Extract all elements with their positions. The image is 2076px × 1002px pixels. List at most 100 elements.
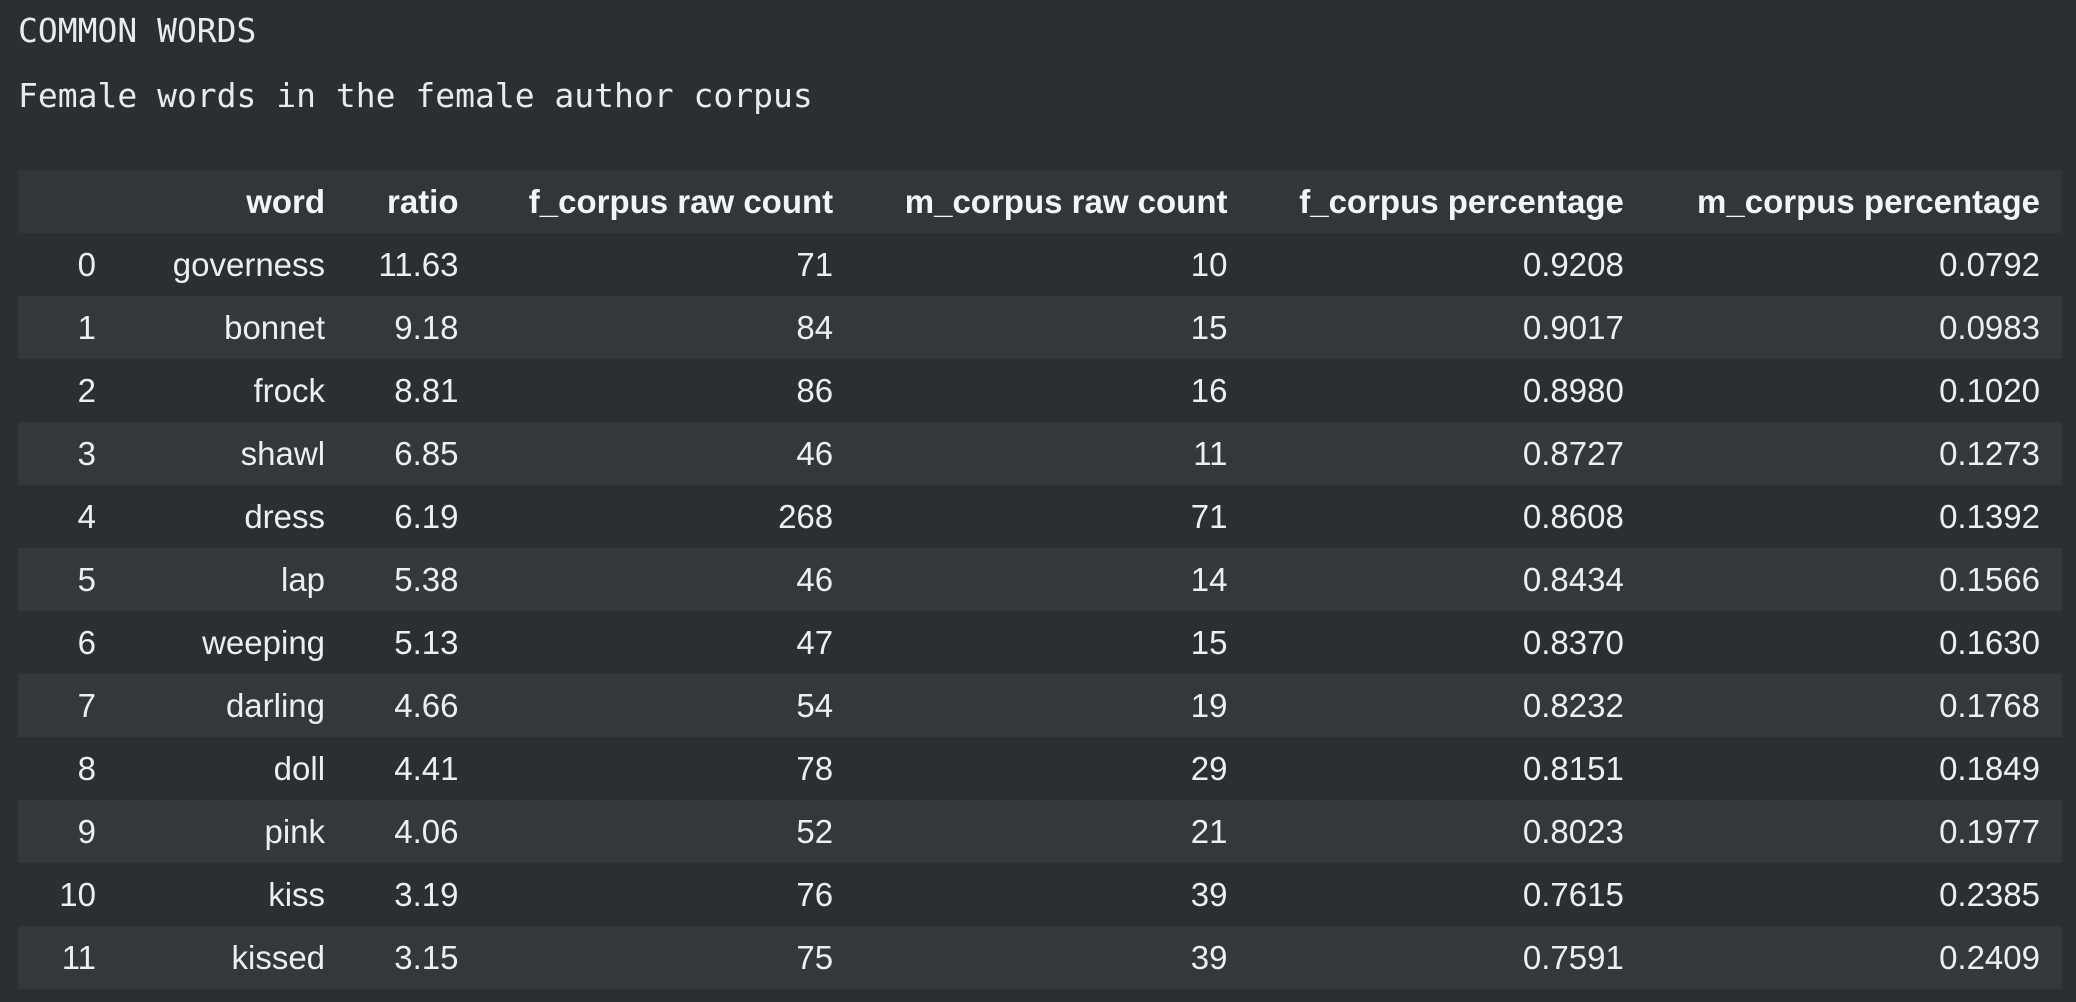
f-raw-count-cell: 46 xyxy=(796,560,834,598)
ratio-cell: 4.41 xyxy=(394,749,459,787)
f-raw-count-cell: 84 xyxy=(796,308,834,346)
ratio-cell: 6.19 xyxy=(394,497,459,535)
row-index: 5 xyxy=(77,560,96,598)
m-raw-count-cell: 16 xyxy=(1190,371,1228,409)
ratio-cell: 5.38 xyxy=(394,560,459,598)
ratio-cell: 9.18 xyxy=(394,308,459,346)
row-index: 2 xyxy=(77,371,96,409)
m-percentage-cell: 0.2409 xyxy=(1939,938,2040,976)
f-percentage-cell: 0.9208 xyxy=(1522,245,1624,283)
f-percentage-cell: 0.8232 xyxy=(1522,686,1624,724)
m-raw-count-cell: 14 xyxy=(1190,560,1228,598)
column-header-f-percentage: f_corpus percentage xyxy=(1299,182,1624,220)
f-raw-count-cell: 268 xyxy=(778,497,834,535)
ratio-cell: 4.06 xyxy=(394,812,459,850)
table-row: 10 kiss 3.19 76 39 0.7615 0.2385 xyxy=(18,863,2062,926)
f-raw-count-cell: 86 xyxy=(796,371,834,409)
table-row: 6 weeping 5.13 47 15 0.8370 0.1630 xyxy=(18,611,2062,674)
f-percentage-cell: 0.8151 xyxy=(1522,749,1624,787)
f-raw-count-cell: 71 xyxy=(796,245,834,283)
table-row: 5 lap 5.38 46 14 0.8434 0.1566 xyxy=(18,548,2062,611)
m-percentage-cell: 0.1566 xyxy=(1939,560,2040,598)
f-percentage-cell: 0.8370 xyxy=(1522,623,1624,661)
table-row: 7 darling 4.66 54 19 0.8232 0.1768 xyxy=(18,674,2062,737)
m-raw-count-cell: 11 xyxy=(1193,434,1228,472)
row-index: 6 xyxy=(77,623,96,661)
row-index: 0 xyxy=(77,245,96,283)
word-cell: lap xyxy=(280,560,326,598)
table-body: 0 governess 11.63 71 10 0.9208 0.0792 1 bonnet 9.… xyxy=(18,233,2062,989)
word-cell: kiss xyxy=(268,875,326,913)
m-raw-count-cell: 29 xyxy=(1190,749,1228,787)
f-percentage-cell: 0.7591 xyxy=(1522,938,1624,976)
f-raw-count-cell: 75 xyxy=(796,938,834,976)
m-raw-count-cell: 21 xyxy=(1190,812,1228,850)
row-index: 1 xyxy=(77,308,96,346)
m-raw-count-cell: 39 xyxy=(1190,938,1228,976)
column-header-m-percentage: m_corpus percentage xyxy=(1697,182,2040,220)
m-percentage-cell: 0.1768 xyxy=(1939,686,2040,724)
word-cell: pink xyxy=(264,812,326,850)
m-percentage-cell: 0.1977 xyxy=(1939,812,2040,850)
word-cell: dress xyxy=(244,497,326,535)
m-percentage-cell: 0.1630 xyxy=(1939,623,2040,661)
f-raw-count-cell: 46 xyxy=(796,434,834,472)
ratio-cell: 8.81 xyxy=(394,371,459,409)
f-percentage-cell: 0.9017 xyxy=(1522,308,1624,346)
m-percentage-cell: 0.1392 xyxy=(1939,497,2040,535)
m-raw-count-cell: 39 xyxy=(1190,875,1228,913)
row-index: 8 xyxy=(77,749,96,787)
column-header-ratio: ratio xyxy=(387,182,459,220)
ratio-cell: 6.85 xyxy=(394,434,459,472)
word-cell: doll xyxy=(273,749,326,787)
header-row: word ratio f_corpus raw count m_corpus r… xyxy=(18,170,2062,233)
ratio-cell: 11.63 xyxy=(378,245,459,283)
table-row: 3 shawl 6.85 46 11 0.8727 0.1273 xyxy=(18,422,2062,485)
ratio-cell: 3.15 xyxy=(394,938,459,976)
m-percentage-cell: 0.0983 xyxy=(1939,308,2040,346)
ratio-cell: 5.13 xyxy=(394,623,459,661)
f-percentage-cell: 0.8434 xyxy=(1522,560,1624,598)
column-header-m-raw-count: m_corpus raw count xyxy=(904,182,1228,220)
m-percentage-cell: 0.1020 xyxy=(1939,371,2040,409)
m-percentage-cell: 0.1273 xyxy=(1939,434,2040,472)
row-index: 10 xyxy=(59,875,96,913)
f-raw-count-cell: 78 xyxy=(796,749,834,787)
output-subheading: Female words in the female author corpus xyxy=(18,76,813,115)
dataframe-table: word ratio f_corpus raw count m_corpus r… xyxy=(18,170,2062,989)
f-raw-count-cell: 47 xyxy=(796,623,834,661)
table-row: 2 frock 8.81 86 16 0.8980 0.1020 xyxy=(18,359,2062,422)
row-index: 4 xyxy=(77,497,96,535)
f-percentage-cell: 0.8980 xyxy=(1522,371,1624,409)
m-raw-count-cell: 19 xyxy=(1190,686,1228,724)
word-cell: bonnet xyxy=(224,308,326,346)
m-raw-count-cell: 71 xyxy=(1190,497,1228,535)
m-raw-count-cell: 15 xyxy=(1190,308,1228,346)
table-row: 9 pink 4.06 52 21 0.8023 0.1977 xyxy=(18,800,2062,863)
table-row: 11 kissed 3.15 75 39 0.7591 0.2409 xyxy=(18,926,2062,989)
table-row: 4 dress 6.19 268 71 0.8608 0.1392 xyxy=(18,485,2062,548)
f-percentage-cell: 0.8608 xyxy=(1522,497,1624,535)
word-cell: governess xyxy=(172,245,326,283)
f-percentage-cell: 0.8727 xyxy=(1522,434,1624,472)
row-index: 11 xyxy=(61,938,96,976)
f-percentage-cell: 0.8023 xyxy=(1522,812,1624,850)
f-raw-count-cell: 52 xyxy=(796,812,834,850)
m-percentage-cell: 0.2385 xyxy=(1939,875,2040,913)
column-header-index xyxy=(18,170,136,233)
table-row: 1 bonnet 9.18 84 15 0.9017 0.0983 xyxy=(18,296,2062,359)
m-raw-count-cell: 10 xyxy=(1190,245,1228,283)
word-cell: darling xyxy=(225,686,326,724)
table-header: word ratio f_corpus raw count m_corpus r… xyxy=(18,170,2062,233)
row-index: 7 xyxy=(77,686,96,724)
f-raw-count-cell: 76 xyxy=(796,875,834,913)
m-percentage-cell: 0.1849 xyxy=(1939,749,2040,787)
word-cell: shawl xyxy=(240,434,326,472)
word-cell: kissed xyxy=(231,938,326,976)
ratio-cell: 3.19 xyxy=(394,875,459,913)
table-row: 8 doll 4.41 78 29 0.8151 0.1849 xyxy=(18,737,2062,800)
column-header-f-raw-count: f_corpus raw count xyxy=(528,182,834,220)
output-heading: COMMON WORDS xyxy=(18,11,257,50)
m-percentage-cell: 0.0792 xyxy=(1939,245,2040,283)
